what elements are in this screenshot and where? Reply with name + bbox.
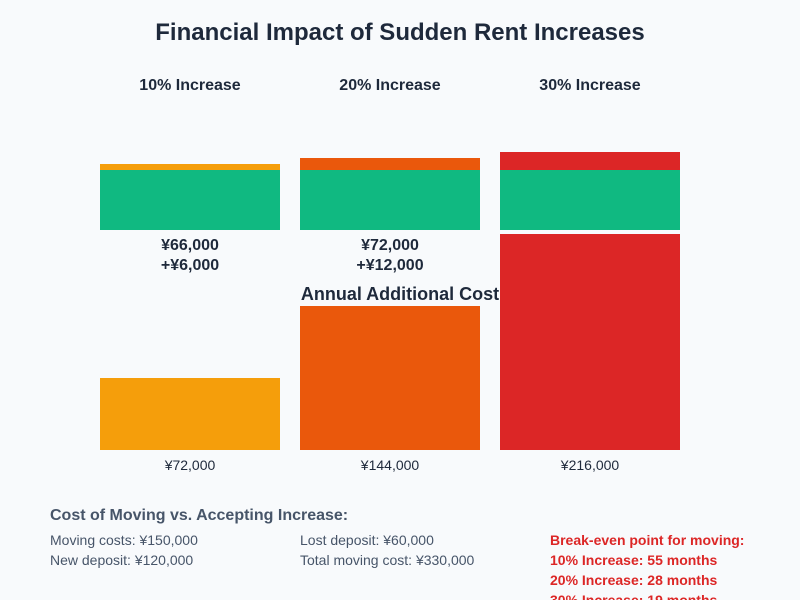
chart-title: Financial Impact of Sudden Rent Increase…: [155, 19, 644, 46]
category-label: 20% Increase: [339, 77, 441, 94]
base-rent-bar: [100, 170, 280, 230]
increase-bar: [300, 158, 480, 170]
breakeven-20: 20% Increase: 28 months: [550, 572, 718, 588]
annual-cost-bar: [300, 306, 480, 450]
annual-cost-label: ¥72,000: [164, 457, 216, 473]
summary-col1-1: New deposit: ¥120,000: [50, 552, 193, 568]
summary-heading: Cost of Moving vs. Accepting Increase:: [50, 507, 348, 524]
annual-cost-label: ¥144,000: [360, 457, 420, 473]
breakeven-10: 10% Increase: 55 months: [550, 552, 718, 568]
summary-col2-0: Lost deposit: ¥60,000: [300, 532, 434, 548]
category-label: 30% Increase: [539, 77, 641, 94]
base-rent-bar: [300, 170, 480, 230]
increase-label: +¥12,000: [356, 257, 423, 274]
category-label: 10% Increase: [139, 77, 241, 94]
summary-col2-1: Total moving cost: ¥330,000: [300, 552, 475, 568]
annual-title: Annual Additional Cost: [301, 284, 499, 304]
annual-cost-bar: [100, 378, 280, 450]
total-rent-label: ¥72,000: [361, 237, 419, 254]
increase-label: +¥6,000: [161, 257, 219, 274]
annual-cost-label: ¥216,000: [560, 457, 620, 473]
annual-cost-bar: [500, 234, 680, 450]
increase-bar: [100, 164, 280, 170]
base-rent-bar: [500, 170, 680, 230]
total-rent-label: ¥66,000: [161, 237, 219, 254]
increase-bar: [500, 152, 680, 170]
summary-col1-0: Moving costs: ¥150,000: [50, 532, 198, 548]
breakeven-30: 30% Increase: 19 months: [550, 592, 718, 600]
breakeven-title: Break-even point for moving:: [550, 532, 744, 548]
